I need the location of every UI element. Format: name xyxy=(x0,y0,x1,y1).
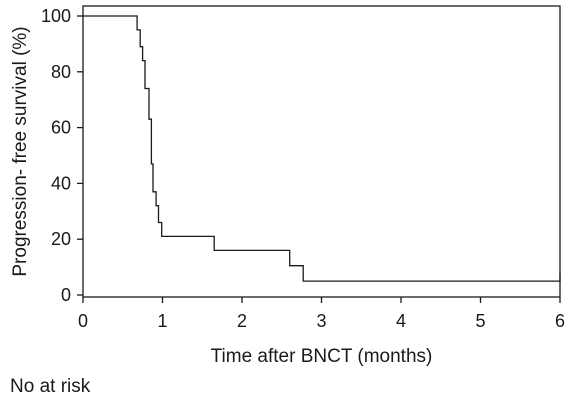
y-tick-label: 0 xyxy=(61,285,71,305)
y-tick-label: 40 xyxy=(51,173,71,193)
x-tick-label: 2 xyxy=(237,311,247,331)
at-risk-label: No at risk xyxy=(10,376,91,397)
y-tick-label: 60 xyxy=(51,118,71,138)
y-tick-label: 80 xyxy=(51,62,71,82)
x-tick-label: 3 xyxy=(316,311,326,331)
x-tick-label: 0 xyxy=(78,311,88,331)
tick-marks xyxy=(77,15,561,303)
x-tick-label: 1 xyxy=(157,311,167,331)
survival-curve xyxy=(83,15,561,282)
y-axis-title: Progression- free survival (%) xyxy=(10,26,31,276)
x-tick-label: 6 xyxy=(555,311,565,331)
x-axis-title: Time after BNCT (months) xyxy=(211,346,433,367)
y-tick-label: 20 xyxy=(51,229,71,249)
x-tick-label: 5 xyxy=(475,311,485,331)
x-tick-label: 4 xyxy=(396,311,406,331)
y-tick-label: 100 xyxy=(41,6,71,26)
